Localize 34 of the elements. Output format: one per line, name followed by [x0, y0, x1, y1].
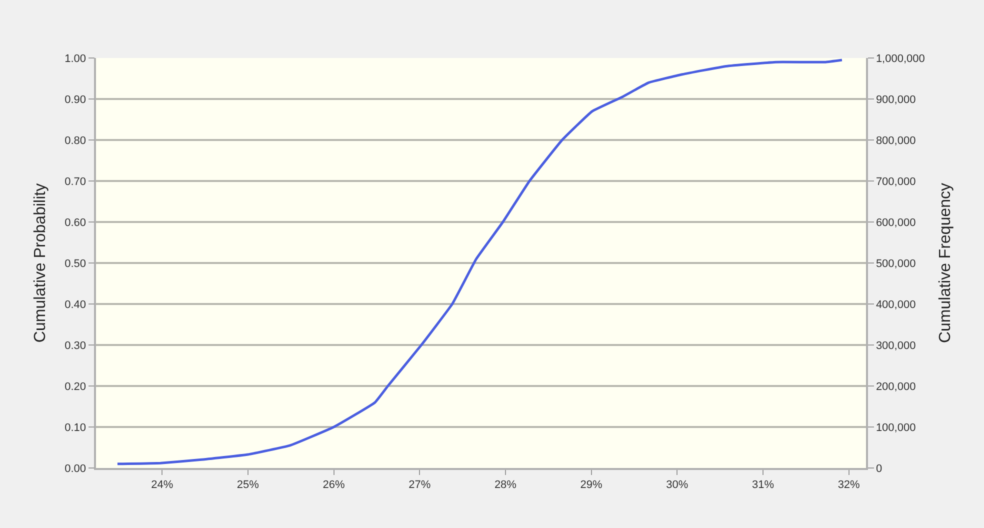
y2-tick-label: 900,000	[876, 94, 916, 106]
x-tick-label: 24%	[151, 478, 174, 491]
y-axis-title: Cumulative Probability	[32, 183, 50, 343]
y2-tick-label: 400,000	[876, 298, 916, 311]
x-tick-label: 32%	[838, 478, 860, 491]
y2-axis-title: Cumulative Frequency	[937, 182, 954, 344]
line-series	[116, 58, 844, 466]
y2-tick-label: 100,000	[876, 422, 916, 434]
y2-tick-label: 500,000	[876, 258, 916, 270]
y-tick-label: 0.30	[64, 340, 86, 352]
y2-tick-label: 0	[876, 462, 882, 475]
y2-tick-label: 300,000	[876, 340, 916, 352]
y-tick-label: 1.00	[64, 52, 86, 65]
y2-tick-label: 800,000	[876, 134, 916, 147]
y2-tick-label: 700,000	[876, 176, 916, 188]
y-tick-label: 0.40	[64, 298, 86, 311]
x-tick-label: 25%	[236, 478, 260, 491]
y-tick-label: 0.00	[64, 462, 86, 475]
x-tick-label: 29%	[580, 478, 603, 491]
y2-tick-label: 1,000,000	[876, 52, 925, 65]
y-tick-label: 0.50	[64, 258, 86, 270]
x-tick-label: 31%	[752, 478, 774, 491]
y-tick-label: 0.80	[64, 134, 86, 147]
y2-tick-label: 600,000	[876, 216, 916, 229]
y-tick-label: 0.70	[64, 176, 86, 188]
x-tick-label: 28%	[494, 478, 517, 491]
y2-tick-label: 200,000	[876, 380, 916, 393]
y-tick-label: 0.90	[64, 94, 86, 106]
y-tick-label: 0.20	[64, 380, 86, 393]
y-tick-label: 0.10	[64, 422, 86, 434]
y-tick-label: 0.60	[64, 216, 86, 229]
x-tick-label: 30%	[666, 478, 688, 491]
x-tick-label: 27%	[408, 478, 431, 491]
x-tick-label: 26%	[322, 478, 345, 491]
